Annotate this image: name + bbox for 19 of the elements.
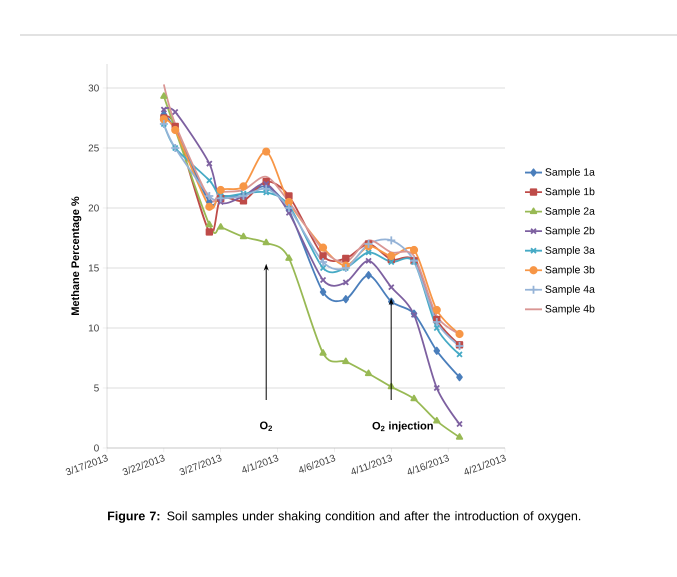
annotation: O$_{2}$ <box>260 422 272 431</box>
legend-label: Sample 4b <box>545 304 594 315</box>
y-tick-label: 25 <box>88 144 99 152</box>
legend-label: Sample 2b <box>545 226 594 236</box>
legend-label: Sample 2a <box>545 207 595 217</box>
y-tick-label: 0 <box>94 444 99 452</box>
y-axis-title: Methane Percentage % <box>71 196 82 315</box>
legend-label: Sample 4a <box>545 285 595 295</box>
annotation: O$_{2}$ injection <box>372 422 433 432</box>
y-tick-label: 30 <box>88 84 99 92</box>
legend-label: Sample 3a <box>545 246 595 256</box>
y-tick-label: 20 <box>88 204 99 212</box>
y-tick-label: 5 <box>94 384 99 392</box>
legend-label: Sample 1b <box>545 188 594 198</box>
y-tick-label: 10 <box>88 324 99 332</box>
legend-label: Sample 1a <box>545 168 595 178</box>
y-tick-label: 15 <box>88 264 99 272</box>
legend-label: Sample 3b <box>545 266 594 276</box>
text: Figure 7: Soil samples under shaking condition and after the introduction of oxygen. <box>108 511 580 523</box>
